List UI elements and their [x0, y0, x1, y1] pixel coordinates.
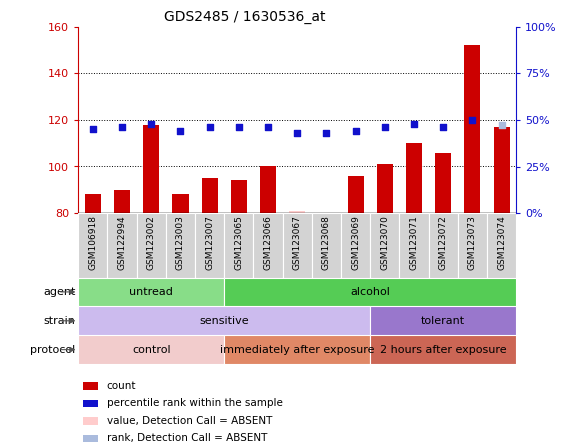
Bar	[260, 166, 276, 213]
Point	[117, 124, 126, 131]
Bar	[494, 127, 510, 213]
Text: protocol: protocol	[30, 345, 75, 355]
Bar	[231, 181, 247, 213]
Text: GSM123070: GSM123070	[380, 215, 389, 270]
Text: GSM123068: GSM123068	[322, 215, 331, 270]
Bar	[370, 306, 516, 335]
Text: GSM123003: GSM123003	[176, 215, 185, 270]
Bar	[143, 125, 160, 213]
Text: agent: agent	[43, 287, 75, 297]
Point	[322, 129, 331, 136]
Text: GSM123072: GSM123072	[438, 215, 448, 270]
Bar	[224, 278, 516, 306]
Point	[468, 116, 477, 123]
Text: GSM123073: GSM123073	[468, 215, 477, 270]
Text: untread: untread	[129, 287, 173, 297]
Text: GSM123007: GSM123007	[205, 215, 214, 270]
Bar	[435, 153, 451, 213]
Bar	[85, 194, 101, 213]
Bar	[370, 335, 516, 364]
Text: GSM106918: GSM106918	[88, 215, 97, 270]
Bar	[224, 213, 253, 278]
Bar	[458, 213, 487, 278]
Bar	[83, 382, 98, 390]
Text: GSM123065: GSM123065	[234, 215, 244, 270]
Text: sensitive: sensitive	[200, 316, 249, 326]
Text: GSM123074: GSM123074	[497, 215, 506, 270]
Bar	[406, 143, 422, 213]
Text: rank, Detection Call = ABSENT: rank, Detection Call = ABSENT	[107, 433, 267, 443]
Bar	[166, 213, 195, 278]
Point	[351, 127, 360, 135]
Bar	[78, 306, 370, 335]
Point	[205, 124, 215, 131]
Bar	[347, 176, 364, 213]
Bar	[137, 213, 166, 278]
Point	[234, 124, 244, 131]
Bar	[253, 213, 282, 278]
Bar	[487, 213, 516, 278]
Bar	[400, 213, 429, 278]
Bar	[83, 435, 98, 442]
Bar	[289, 211, 305, 213]
Point	[176, 127, 185, 135]
Bar	[114, 190, 130, 213]
Text: GSM123066: GSM123066	[263, 215, 273, 270]
Bar	[282, 213, 312, 278]
Point	[380, 124, 390, 131]
Bar	[107, 213, 137, 278]
Point	[438, 124, 448, 131]
Bar	[465, 45, 480, 213]
Point	[263, 124, 273, 131]
Text: strain: strain	[44, 316, 75, 326]
Title: GDS2485 / 1630536_at: GDS2485 / 1630536_at	[164, 10, 325, 24]
Text: control: control	[132, 345, 171, 355]
Bar	[78, 335, 224, 364]
Text: percentile rank within the sample: percentile rank within the sample	[107, 398, 282, 408]
Bar	[83, 400, 98, 407]
Point	[409, 120, 419, 127]
Bar	[202, 178, 218, 213]
Bar	[224, 335, 370, 364]
Text: tolerant: tolerant	[421, 316, 465, 326]
Bar	[341, 213, 370, 278]
Text: GSM123071: GSM123071	[409, 215, 419, 270]
Text: count: count	[107, 381, 136, 391]
Text: GSM122994: GSM122994	[118, 215, 126, 270]
Text: GSM123069: GSM123069	[351, 215, 360, 270]
Bar	[429, 213, 458, 278]
Bar	[312, 213, 341, 278]
Text: 2 hours after exposure: 2 hours after exposure	[380, 345, 506, 355]
Point	[88, 126, 97, 133]
Bar	[78, 213, 107, 278]
Text: value, Detection Call = ABSENT: value, Detection Call = ABSENT	[107, 416, 272, 426]
Point	[497, 122, 506, 129]
Text: alcohol: alcohol	[350, 287, 390, 297]
Text: GSM123002: GSM123002	[147, 215, 156, 270]
Bar	[172, 194, 188, 213]
Bar	[370, 213, 400, 278]
Bar	[78, 278, 224, 306]
Point	[292, 129, 302, 136]
Text: GSM123067: GSM123067	[293, 215, 302, 270]
Text: immediately after exposure: immediately after exposure	[220, 345, 375, 355]
Bar	[195, 213, 224, 278]
Bar	[377, 164, 393, 213]
Bar	[83, 417, 98, 424]
Point	[147, 120, 156, 127]
